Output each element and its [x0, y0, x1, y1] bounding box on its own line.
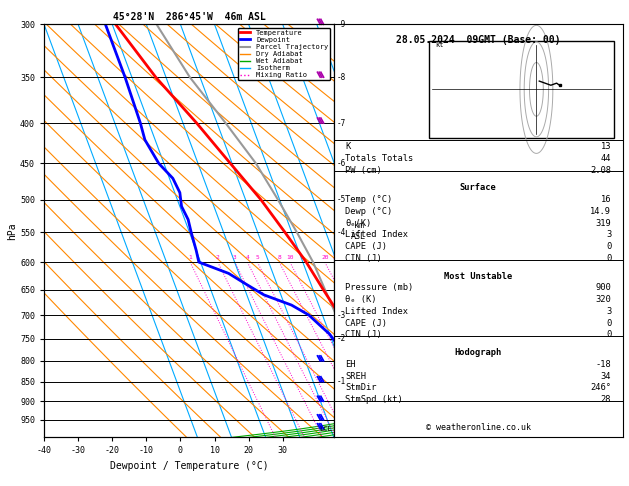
- Text: 3: 3: [606, 307, 611, 316]
- Text: Most Unstable: Most Unstable: [444, 272, 513, 280]
- Text: PW (cm): PW (cm): [345, 166, 382, 174]
- Text: Pressure (mb): Pressure (mb): [345, 283, 414, 292]
- Text: 16: 16: [601, 195, 611, 204]
- Text: 3: 3: [606, 230, 611, 239]
- Text: 13: 13: [601, 142, 611, 151]
- Text: 44: 44: [601, 154, 611, 163]
- Text: 0: 0: [606, 242, 611, 251]
- Y-axis label: hPa: hPa: [7, 222, 17, 240]
- Text: StmDir: StmDir: [345, 383, 377, 392]
- Y-axis label: km
ASL: km ASL: [352, 221, 366, 241]
- Text: 5: 5: [255, 255, 259, 260]
- Text: -2: -2: [337, 334, 346, 343]
- Text: EH: EH: [345, 360, 356, 369]
- Text: -4: -4: [337, 228, 346, 237]
- Text: StmSpd (kt): StmSpd (kt): [345, 395, 403, 404]
- Text: 0: 0: [606, 330, 611, 339]
- Text: Mixing Ratio (g/kg): Mixing Ratio (g/kg): [352, 187, 362, 275]
- Text: Lifted Index: Lifted Index: [345, 307, 408, 316]
- Text: -18: -18: [596, 360, 611, 369]
- Text: 0: 0: [606, 319, 611, 328]
- Text: 2.08: 2.08: [590, 166, 611, 174]
- Text: -1: -1: [337, 377, 346, 386]
- Bar: [429, 41, 614, 138]
- Text: 25: 25: [333, 255, 340, 260]
- Text: -6: -6: [337, 159, 346, 168]
- Text: 28.05.2024  09GMT (Base: 00): 28.05.2024 09GMT (Base: 00): [396, 35, 560, 45]
- Text: 320: 320: [596, 295, 611, 304]
- Text: 14.9: 14.9: [590, 207, 611, 216]
- Text: -8: -8: [337, 73, 346, 82]
- Text: 10: 10: [286, 255, 294, 260]
- Text: 8: 8: [277, 255, 281, 260]
- Text: kt: kt: [435, 42, 443, 48]
- Text: Lifted Index: Lifted Index: [345, 230, 408, 239]
- Text: Dewp (°C): Dewp (°C): [345, 207, 392, 216]
- Text: 1: 1: [188, 255, 192, 260]
- Text: 0: 0: [606, 254, 611, 263]
- Text: 246°: 246°: [590, 383, 611, 392]
- Text: © weatheronline.co.uk: © weatheronline.co.uk: [426, 423, 531, 433]
- Text: 28: 28: [601, 395, 611, 404]
- Text: 900: 900: [596, 283, 611, 292]
- Text: Temp (°C): Temp (°C): [345, 195, 392, 204]
- Text: CAPE (J): CAPE (J): [345, 319, 387, 328]
- Text: CIN (J): CIN (J): [345, 254, 382, 263]
- X-axis label: Dewpoint / Temperature (°C): Dewpoint / Temperature (°C): [109, 461, 268, 471]
- Text: Totals Totals: Totals Totals: [345, 154, 414, 163]
- Legend: Temperature, Dewpoint, Parcel Trajectory, Dry Adiabat, Wet Adiabat, Isotherm, Mi: Temperature, Dewpoint, Parcel Trajectory…: [238, 28, 330, 80]
- Text: θₑ (K): θₑ (K): [345, 295, 377, 304]
- Text: θₑ(K): θₑ(K): [345, 219, 372, 227]
- Text: -7: -7: [337, 119, 346, 127]
- Text: Hodograph: Hodograph: [455, 348, 502, 357]
- Text: -5: -5: [337, 195, 346, 204]
- Text: CIN (J): CIN (J): [345, 330, 382, 339]
- Text: 4: 4: [245, 255, 249, 260]
- Text: SREH: SREH: [345, 372, 366, 381]
- Text: CAPE (J): CAPE (J): [345, 242, 387, 251]
- Text: 20: 20: [321, 255, 328, 260]
- Title: 45°28'N  286°45'W  46m ASL: 45°28'N 286°45'W 46m ASL: [113, 12, 265, 22]
- Text: K: K: [345, 142, 350, 151]
- Text: 2: 2: [216, 255, 220, 260]
- Text: 319: 319: [596, 219, 611, 227]
- Text: -9: -9: [337, 20, 346, 29]
- Text: LCL: LCL: [320, 426, 332, 432]
- Text: 34: 34: [601, 372, 611, 381]
- Text: 3: 3: [233, 255, 237, 260]
- Text: Surface: Surface: [460, 183, 497, 192]
- Text: -3: -3: [337, 311, 346, 319]
